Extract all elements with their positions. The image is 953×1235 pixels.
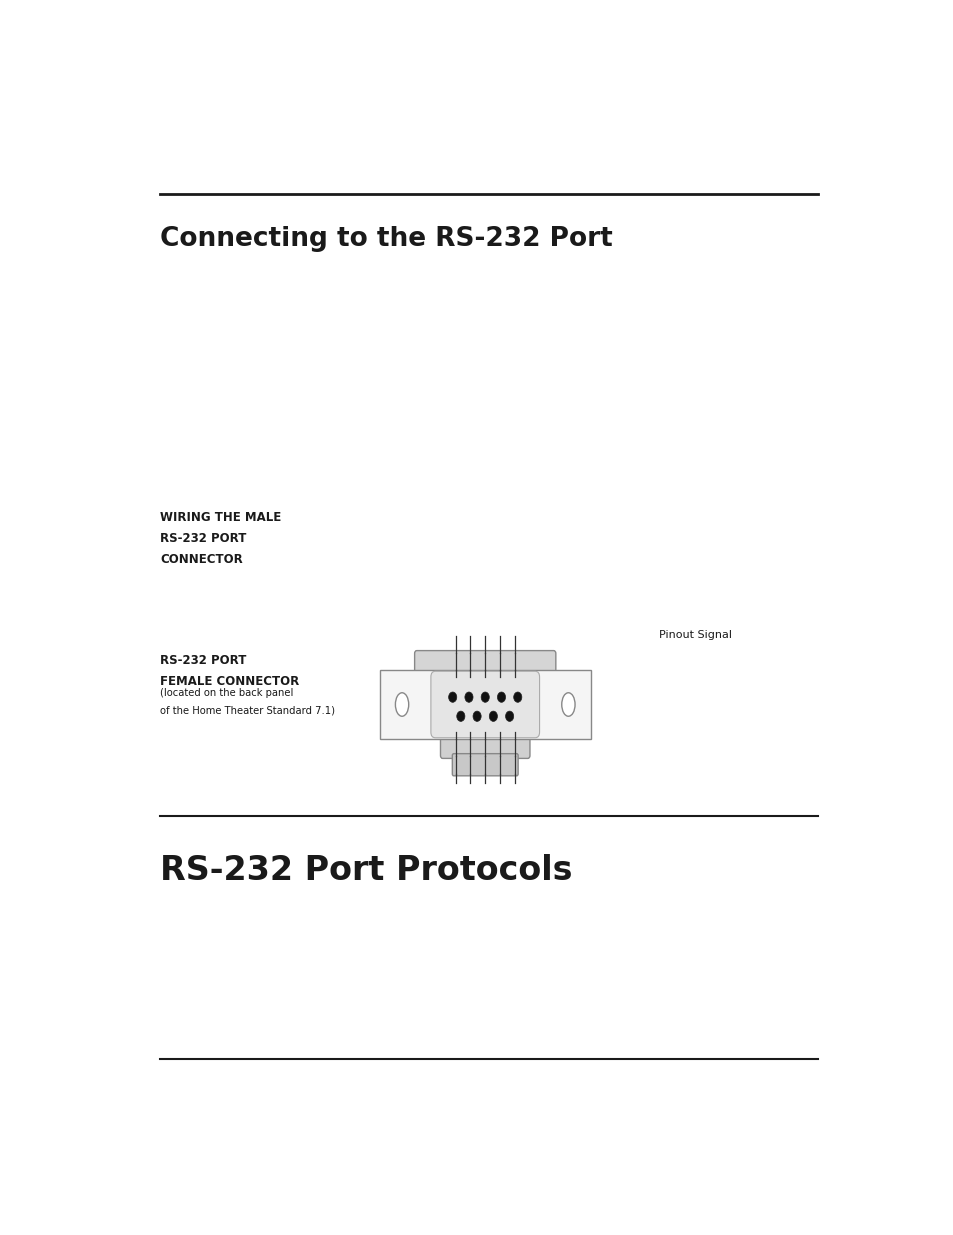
Ellipse shape <box>489 711 497 721</box>
Ellipse shape <box>497 692 505 703</box>
Text: (located on the back panel: (located on the back panel <box>160 688 293 698</box>
Text: Connecting to the RS-232 Port: Connecting to the RS-232 Port <box>160 226 612 252</box>
FancyBboxPatch shape <box>452 753 517 776</box>
Ellipse shape <box>505 711 513 721</box>
Ellipse shape <box>561 693 575 716</box>
Ellipse shape <box>395 693 408 716</box>
Text: Pinout Signal: Pinout Signal <box>659 630 731 640</box>
Text: RS-232 Port Protocols: RS-232 Port Protocols <box>160 853 572 887</box>
Ellipse shape <box>456 711 464 721</box>
Ellipse shape <box>473 711 480 721</box>
Text: of the Home Theater Standard 7.1): of the Home Theater Standard 7.1) <box>160 705 335 715</box>
Ellipse shape <box>480 692 489 703</box>
FancyBboxPatch shape <box>415 651 556 673</box>
Ellipse shape <box>513 692 521 703</box>
Text: CONNECTOR: CONNECTOR <box>160 553 242 567</box>
FancyBboxPatch shape <box>440 736 530 758</box>
Ellipse shape <box>448 692 456 703</box>
Text: WIRING THE MALE: WIRING THE MALE <box>160 511 281 525</box>
Ellipse shape <box>464 692 473 703</box>
Text: RS-232 PORT: RS-232 PORT <box>160 655 246 667</box>
Text: FEMALE CONNECTOR: FEMALE CONNECTOR <box>160 676 299 688</box>
FancyBboxPatch shape <box>379 669 590 740</box>
Text: RS-232 PORT: RS-232 PORT <box>160 532 246 546</box>
FancyBboxPatch shape <box>431 672 539 737</box>
